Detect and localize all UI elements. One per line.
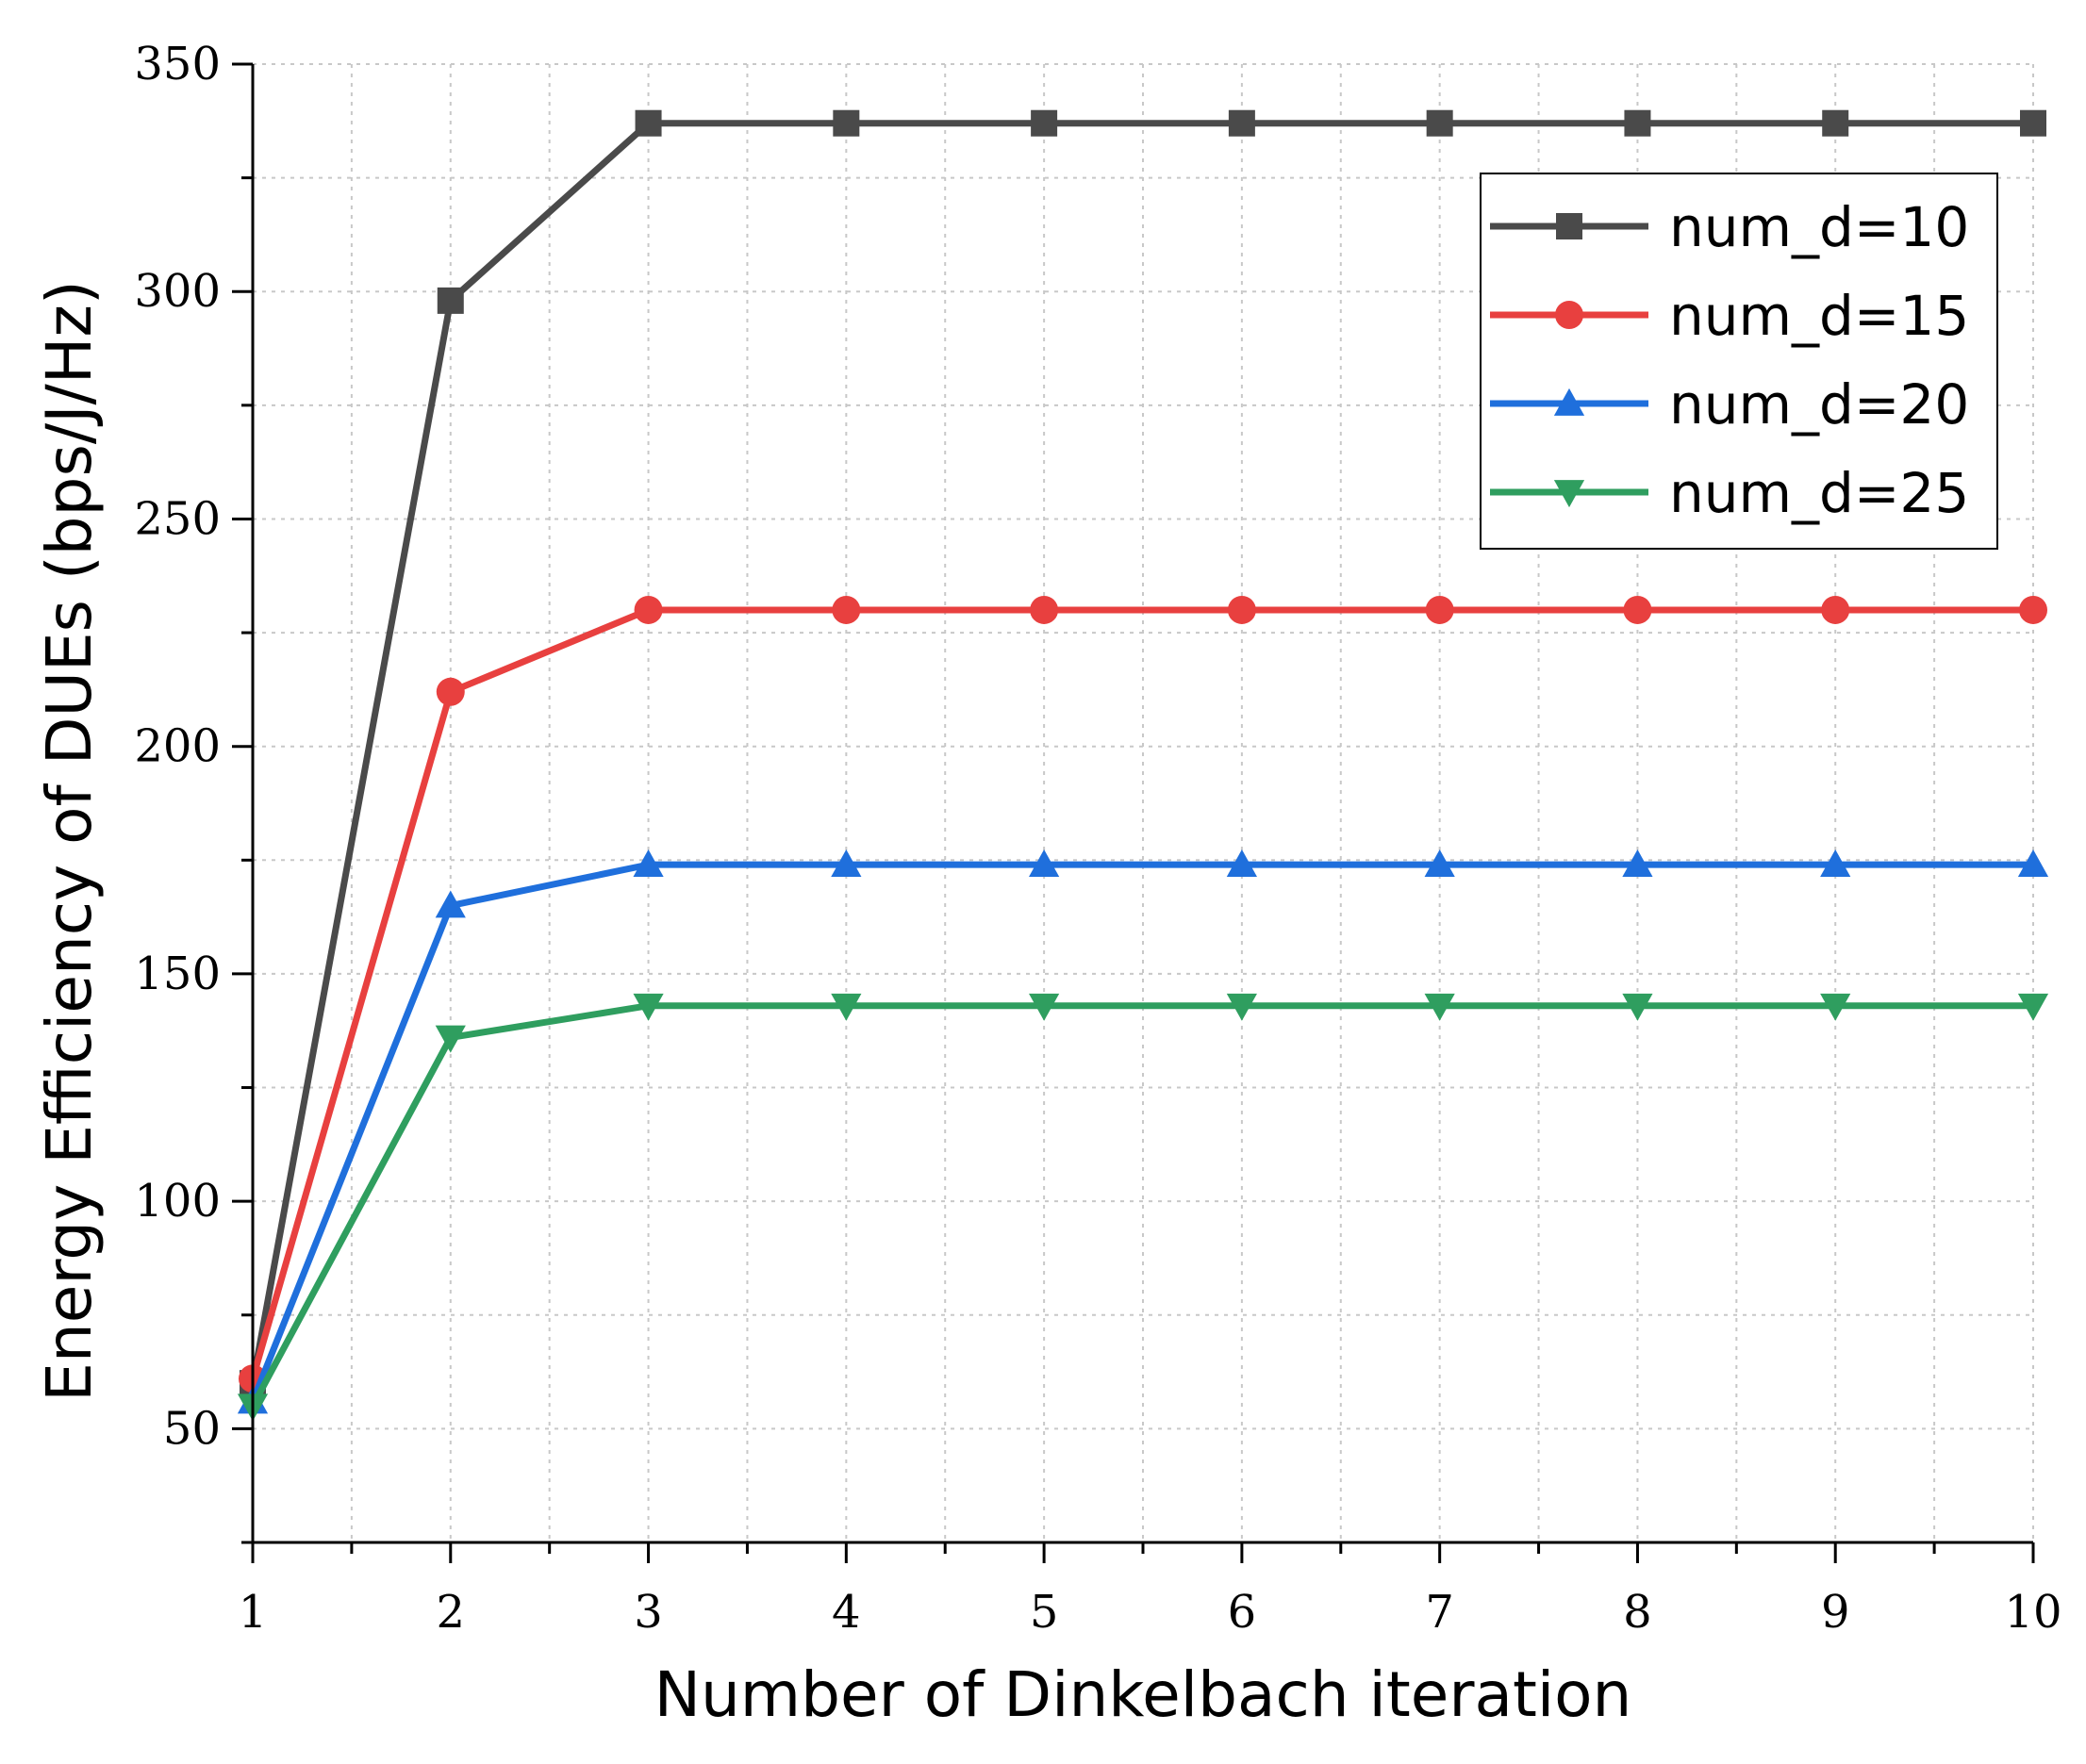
- data-point: [1820, 849, 1851, 878]
- series-line: [249, 861, 2033, 1403]
- x-tick-label: 10: [2004, 1586, 2061, 1639]
- data-point: [633, 849, 664, 878]
- data-point: [1426, 109, 1453, 137]
- data-point: [2020, 109, 2046, 137]
- x-tick-label: 3: [634, 1586, 663, 1639]
- data-point: [1622, 849, 1653, 878]
- legend-marker: [1556, 213, 1582, 239]
- series-layer: [237, 109, 2049, 1422]
- data-point: [1029, 993, 1060, 1021]
- data-point: [1227, 595, 1256, 624]
- series-4: [237, 993, 2049, 1422]
- data-point: [1424, 993, 1455, 1021]
- data-point: [436, 677, 465, 706]
- y-tick-label: 100: [134, 1175, 221, 1228]
- x-tick-label: 9: [1821, 1586, 1850, 1639]
- data-point: [1226, 849, 1257, 878]
- y-tick-label: 250: [134, 492, 221, 545]
- data-point: [2017, 849, 2049, 878]
- x-axis-title: Number of Dinkelbach iteration: [654, 1658, 1632, 1731]
- data-point: [1029, 849, 1060, 878]
- y-tick-label: 150: [134, 948, 221, 1000]
- data-point: [435, 1025, 466, 1053]
- series-line: [249, 1002, 2033, 1408]
- data-point: [1425, 595, 1454, 624]
- data-point: [437, 287, 464, 314]
- data-point: [435, 890, 466, 918]
- legend-label: num_d=25: [1669, 461, 1969, 525]
- data-point: [635, 109, 662, 137]
- data-point: [832, 595, 861, 624]
- data-point: [831, 849, 862, 878]
- x-tick-label: 2: [437, 1586, 466, 1639]
- data-point: [831, 993, 862, 1021]
- data-point: [1031, 109, 1058, 137]
- x-tick-label: 1: [239, 1586, 268, 1639]
- data-point: [1228, 109, 1255, 137]
- x-tick-label: 7: [1425, 1586, 1454, 1639]
- y-tick-label: 350: [134, 38, 221, 91]
- data-point: [1820, 993, 1851, 1021]
- data-point: [1226, 993, 1257, 1021]
- data-point: [2017, 993, 2049, 1021]
- legend-marker: [1553, 480, 1585, 508]
- legend-marker: [1553, 387, 1585, 416]
- series-line: [249, 120, 2033, 1384]
- data-point: [1822, 109, 1849, 137]
- x-tick-label: 4: [832, 1586, 861, 1639]
- data-point: [1821, 595, 1850, 624]
- data-point: [1624, 109, 1651, 137]
- tick-labels: 50 100 150 200 250 300 350 1 2 3 4 5 6 7 8 9 10: [134, 38, 2061, 1639]
- data-point: [1424, 849, 1455, 878]
- series-line: [249, 606, 2033, 1380]
- data-point: [833, 109, 860, 137]
- data-point: [2019, 595, 2047, 624]
- data-point: [634, 595, 663, 624]
- axes: [232, 62, 2035, 1563]
- y-tick-label: 200: [134, 720, 221, 773]
- x-tick-label: 8: [1623, 1586, 1652, 1639]
- legend-marker: [1555, 301, 1583, 329]
- data-point: [1622, 993, 1653, 1021]
- legend-label: num_d=20: [1669, 372, 1969, 437]
- y-tick-label: 50: [163, 1402, 221, 1455]
- data-point: [1030, 595, 1059, 624]
- series-2: [239, 595, 2047, 1393]
- y-axis-title: Energy Efficiency of DUEs (bps/J/Hz): [33, 280, 106, 1402]
- legend-label: num_d=10: [1669, 195, 1969, 259]
- legend: num_d=10 num_d=15 num_d=20 num_d=25: [1480, 173, 1998, 550]
- data-point: [633, 993, 664, 1021]
- x-tick-label: 5: [1030, 1586, 1059, 1639]
- x-tick-label: 6: [1228, 1586, 1257, 1639]
- legend-label: num_d=15: [1669, 284, 1969, 348]
- y-tick-label: 300: [134, 265, 221, 318]
- data-point: [1623, 595, 1652, 624]
